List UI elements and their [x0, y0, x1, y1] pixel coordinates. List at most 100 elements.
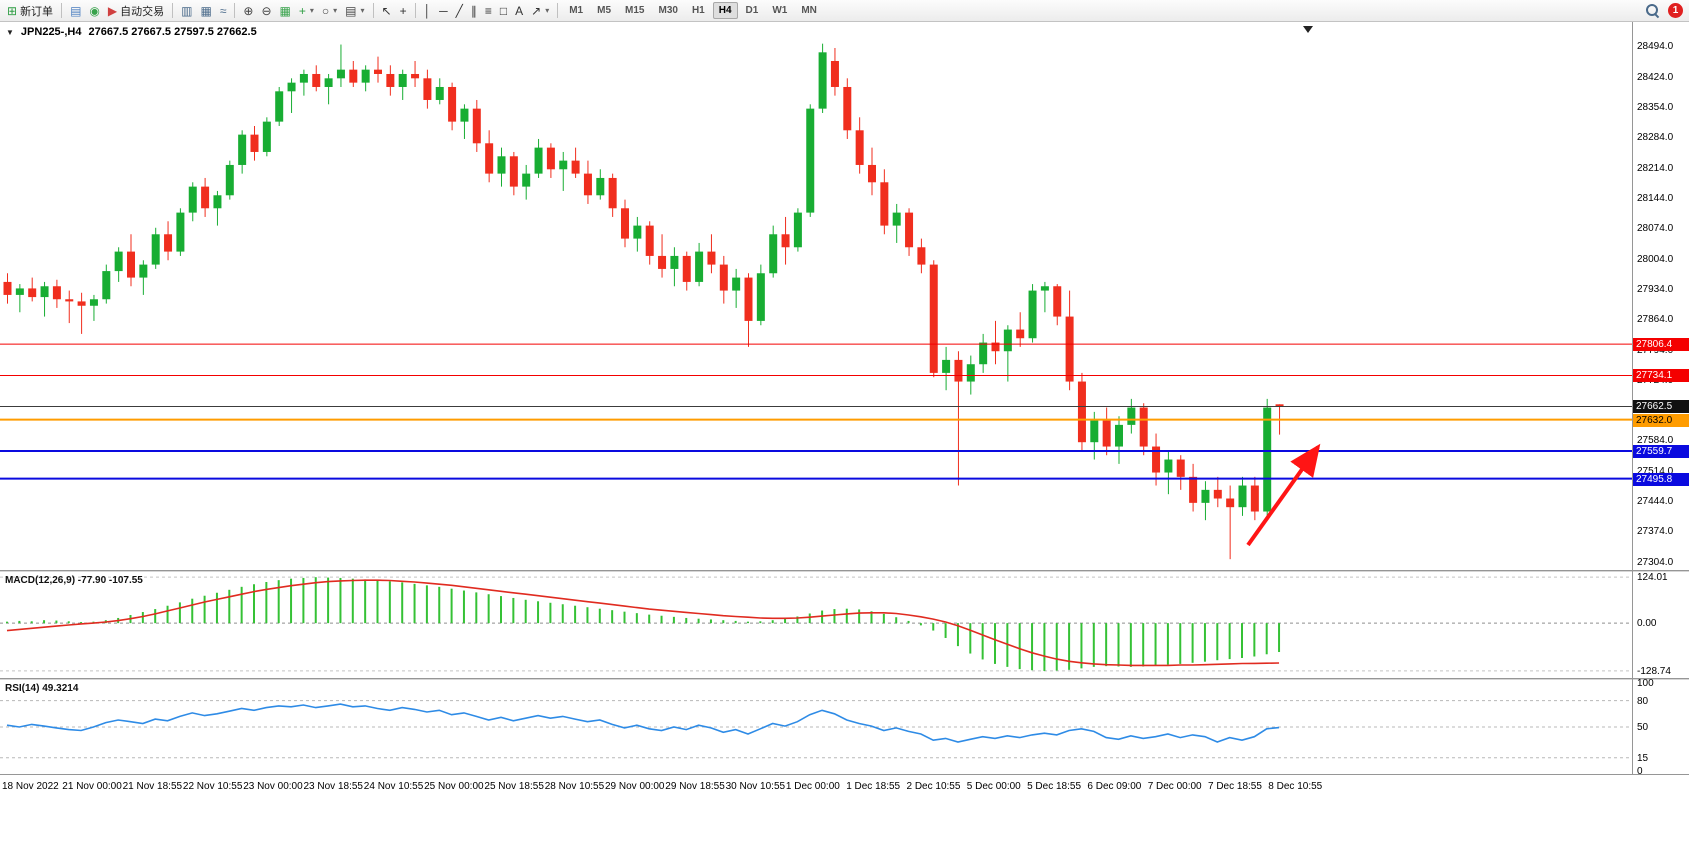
expand-arrow-icon[interactable]: ▼: [6, 27, 14, 37]
timeframe-mn-button[interactable]: MN: [801, 5, 817, 16]
charts-window-button-icon: ▤: [70, 3, 82, 18]
candle-body: [411, 73, 420, 79]
pane-separator[interactable]: [0, 678, 1689, 680]
price-axis-label: 27584.0: [1637, 435, 1674, 447]
candle-body: [917, 247, 926, 265]
rsi-svg[interactable]: [0, 680, 1632, 774]
macd-signal-line: [6, 579, 1280, 667]
candle-body: [238, 134, 247, 165]
price-axis[interactable]: 28494.0 28424.0 28354.0 28284.0 28214.0 28144…: [1633, 22, 1689, 798]
macd-axis-label: 124.01: [1637, 572, 1668, 584]
periods-button[interactable]: ○ ▾: [318, 2, 341, 20]
price-axis-label: 27374.0: [1637, 526, 1674, 538]
trendline-button[interactable]: ╱: [452, 2, 467, 20]
price-axis-label: 28144.0: [1637, 192, 1674, 204]
cursor-button-icon: ↖: [381, 3, 392, 18]
time-axis-label: 22 Nov 10:55: [182, 781, 243, 792]
toolbar-separator: [172, 3, 174, 18]
candle-body: [793, 212, 802, 248]
time-axis[interactable]: 18 Nov 2022 21 Nov 00:00 21 Nov 18:55 22 No…: [0, 774, 1689, 800]
templates-button[interactable]: ▤ ▾: [341, 2, 368, 20]
time-axis-label: 1 Dec 18:55: [846, 781, 901, 792]
candle-body: [1263, 407, 1272, 512]
search-icon[interactable]: [1645, 3, 1660, 18]
chart-info-line: ▼ JPN225-,H4 27667.5 27667.5 27597.5 276…: [6, 26, 257, 38]
timeframe-h1-button[interactable]: H1: [691, 5, 705, 16]
candle-body: [522, 173, 531, 187]
horizontal-line-button[interactable]: ─: [435, 2, 452, 20]
profiles-button[interactable]: ◉: [85, 2, 103, 20]
candlestick-chart-button[interactable]: ▦: [196, 2, 215, 20]
candle-body: [1213, 489, 1222, 499]
macd-svg[interactable]: [0, 572, 1632, 678]
cursor-button[interactable]: ↖: [378, 2, 396, 20]
time-axis-label: 23 Nov 18:55: [303, 781, 364, 792]
time-axis-label: 25 Nov 00:00: [424, 781, 484, 792]
candle-body: [1003, 329, 1012, 352]
timeframe-h4-button[interactable]: H4: [712, 2, 738, 19]
rsi-axis-label: 100: [1637, 678, 1654, 689]
timeframe-m30-button[interactable]: M30: [658, 5, 678, 16]
equidistant-channel-button[interactable]: ∥: [467, 2, 481, 20]
candle-body: [1139, 407, 1148, 447]
candle-body: [423, 78, 432, 100]
line-chart-button[interactable]: ≈: [216, 2, 231, 20]
notification-badge[interactable]: 1: [1668, 3, 1683, 18]
charts-window-button[interactable]: ▤: [66, 2, 85, 20]
candle-body: [868, 164, 876, 183]
main-chart-svg[interactable]: [0, 22, 1632, 570]
zoom-out-button[interactable]: ⊖: [257, 2, 275, 20]
candle-body: [28, 288, 37, 298]
zoom-in-button[interactable]: ⊕: [239, 2, 257, 20]
price-axis-label: 27444.0: [1637, 496, 1674, 508]
time-axis-label: 5 Dec 00:00: [966, 781, 1021, 792]
time-axis-label: 29 Nov 00:00: [605, 781, 665, 792]
candle-body: [472, 108, 481, 144]
tile-windows-button[interactable]: ▦: [276, 2, 295, 20]
candle-body: [670, 255, 679, 269]
fibonacci-button[interactable]: ≡: [481, 2, 496, 20]
candle-body: [127, 251, 135, 278]
indicators-button[interactable]: + ▾: [295, 2, 318, 20]
timeframe-m5-button[interactable]: M5: [597, 5, 612, 16]
candle-body: [1016, 329, 1025, 339]
equidistant-channel-button-icon: ∥: [470, 3, 477, 18]
crosshair-button[interactable]: +: [396, 2, 411, 20]
zoom-out-button-icon: ⊖: [261, 3, 272, 18]
bar-chart-button[interactable]: ▥: [177, 2, 196, 20]
zoom-in-button-icon: ⊕: [243, 3, 254, 18]
timeframe-m1-button[interactable]: M1: [569, 5, 584, 16]
candle-body: [1164, 459, 1173, 473]
dropdown-caret-icon: ▾: [360, 6, 365, 15]
candle-body: [299, 73, 308, 83]
candle-body: [40, 286, 49, 298]
time-axis-label: 5 Dec 18:55: [1027, 781, 1082, 792]
new-order-button[interactable]: ⊞ 新订单: [3, 2, 57, 20]
candle-body: [485, 143, 494, 174]
candle-body: [571, 160, 580, 174]
chart-shift-marker-icon[interactable]: [1303, 26, 1313, 33]
time-axis-label: 21 Nov 18:55: [122, 781, 183, 792]
pane-separator[interactable]: [0, 570, 1689, 572]
shapes-button[interactable]: □: [496, 2, 511, 20]
new-order-button-icon: ⊞: [7, 3, 18, 18]
timeframe-m15-button[interactable]: M15: [625, 5, 645, 16]
arrows-button[interactable]: ↗ ▾: [527, 2, 553, 20]
price-axis-label: 27304.0: [1637, 556, 1674, 568]
toolbar-separator: [61, 3, 63, 18]
candle-body: [151, 234, 160, 265]
trend-arrow-annotation[interactable]: [1246, 443, 1321, 547]
vertical-line-button[interactable]: │: [420, 2, 436, 20]
dropdown-caret-icon: ▾: [309, 6, 314, 15]
toolbar-separator: [234, 3, 236, 18]
candle-body: [942, 359, 951, 373]
text-button[interactable]: A: [511, 2, 527, 20]
line-chart-button-icon: ≈: [219, 3, 227, 18]
candle-body: [497, 156, 506, 174]
timeframe-d1-button[interactable]: D1: [745, 5, 759, 16]
auto-trading-button[interactable]: ▶ 自动交易: [104, 2, 168, 20]
candle-body: [583, 173, 592, 196]
toolbar-separator: [372, 3, 374, 18]
timeframe-w1-button[interactable]: W1: [772, 5, 788, 16]
